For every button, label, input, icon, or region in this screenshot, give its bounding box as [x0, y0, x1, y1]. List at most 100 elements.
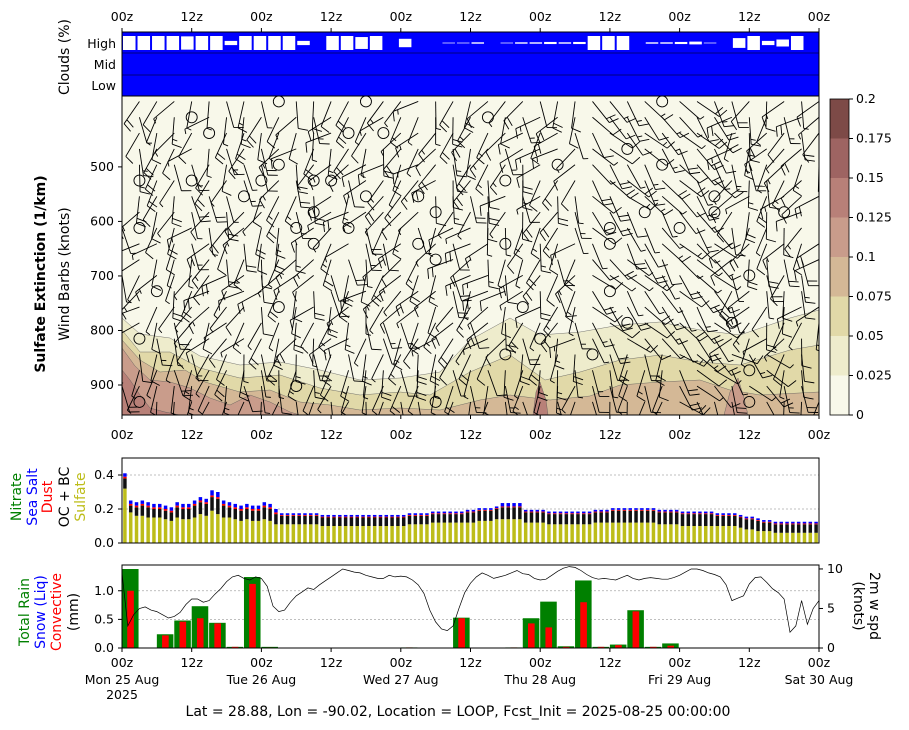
- ocbc-bar: [384, 517, 389, 526]
- wind-barb-flag: [553, 122, 563, 128]
- dust-bar: [448, 513, 452, 515]
- wind-barb-shaft: [626, 291, 639, 317]
- sulfate-bar: [204, 515, 208, 543]
- convective-bar: [562, 646, 570, 648]
- wind-barb-shaft: [257, 275, 280, 294]
- dust-bar: [593, 511, 598, 513]
- wind-barb-flag: [639, 138, 650, 142]
- dust-bar: [204, 502, 208, 504]
- pressure-tick-label: 700: [90, 268, 114, 283]
- wind-barb-shaft: [132, 243, 158, 256]
- wind-barb-shaft: [486, 227, 489, 255]
- dust-bar: [425, 514, 429, 516]
- cloud-gap-cell: [573, 41, 586, 45]
- wind-barb-shaft: [122, 306, 140, 314]
- wind-barb-flag: [311, 128, 315, 134]
- wind-barb-flag: [780, 398, 791, 404]
- dust-bar: [407, 514, 412, 516]
- wind-barb-flag: [750, 138, 756, 141]
- cloud-gap-cell: [558, 42, 572, 44]
- wind-barb-flag: [439, 377, 447, 386]
- seasalt-bar: [372, 514, 377, 517]
- ocbc-bar: [285, 515, 290, 525]
- wind-barb-flag: [748, 161, 753, 172]
- sulfate-bar: [541, 522, 545, 543]
- wind-barb-flag: [347, 192, 350, 198]
- dust-bar: [715, 514, 720, 516]
- dust-bar: [791, 523, 795, 525]
- wind-barb-flag: [636, 120, 642, 122]
- cloud-gap-cell: [500, 42, 514, 44]
- wind-barb-flag: [441, 120, 450, 129]
- convective-bar: [545, 627, 553, 648]
- wind-barb-flag: [267, 315, 277, 323]
- convective-bar: [214, 623, 221, 648]
- wind-barb-flag: [732, 258, 739, 269]
- seasalt-bar: [576, 511, 580, 514]
- wind-barb-flag: [428, 301, 438, 307]
- wind-barb-shaft: [122, 322, 140, 334]
- wind-barb-flag: [111, 395, 119, 401]
- wind-barb-flag: [183, 300, 186, 311]
- convective-bar: [632, 611, 640, 648]
- wind-barb-flag: [292, 292, 297, 302]
- dust-bar: [349, 516, 354, 518]
- wind-barb-flag: [510, 341, 519, 350]
- wind-barb-flag: [165, 379, 171, 384]
- wind-barb-flag: [724, 125, 735, 128]
- sulfate-bar: [640, 522, 644, 543]
- wind-barb-flag: [97, 192, 99, 202]
- wind-barb-flag: [566, 279, 575, 287]
- wind-barb-shaft: [801, 101, 805, 129]
- wind-barb-shaft: [679, 306, 692, 332]
- wind-barb-shaft: [679, 211, 697, 234]
- wind-speed-line: [121, 566, 820, 633]
- seasalt-bar: [355, 514, 359, 517]
- sulfate-bar: [791, 532, 795, 543]
- wind-barb-flag: [107, 346, 114, 353]
- wind-barb-shaft: [463, 338, 489, 351]
- wind-barb-shaft: [574, 370, 579, 398]
- wind-barb-flag: [266, 220, 275, 228]
- wind-barb-flag: [715, 106, 724, 115]
- ocbc-bar: [535, 512, 540, 523]
- wind-barb-shaft: [341, 164, 367, 178]
- sulfate-bar: [262, 519, 267, 543]
- wind-barb-shaft: [655, 401, 663, 415]
- wind-barb-shaft: [411, 338, 436, 352]
- wind-barb-flag: [653, 422, 661, 428]
- wind-barb-flag: [463, 396, 469, 400]
- seasalt-bar: [326, 514, 330, 517]
- wind-barb-shaft: [626, 132, 644, 156]
- wind-barb-flag: [540, 317, 551, 321]
- wind-barb-flag: [728, 136, 739, 141]
- sulfate-bar: [175, 517, 179, 543]
- wind-barb-flag: [568, 332, 574, 337]
- wind-barb-flag: [173, 424, 178, 426]
- wind-barb-flag: [395, 147, 400, 158]
- wind-barb-flag: [515, 317, 518, 329]
- wind-barb-flag: [370, 198, 375, 203]
- mid-time-tick-label: 00z: [668, 427, 691, 442]
- ocbc-bar: [756, 520, 760, 532]
- sulfate-bar: [582, 524, 586, 543]
- dust-bar: [355, 516, 359, 518]
- wind-barb-flag: [362, 172, 364, 178]
- seasalt-bar: [651, 508, 656, 510]
- seasalt-bar: [314, 513, 319, 515]
- wind-barb-flag: [488, 286, 499, 290]
- wind-barb-shaft: [696, 180, 709, 206]
- dust-bar: [558, 513, 563, 515]
- bottom-time-tick-label: 12z: [320, 655, 343, 670]
- ocbc-bar: [483, 510, 487, 521]
- ocbc-bar: [773, 524, 778, 533]
- wind-barb-flag: [195, 187, 203, 196]
- wind-barb-flag: [499, 305, 502, 311]
- dust-bar: [123, 476, 127, 479]
- cloud-gap-cell: [253, 36, 267, 50]
- seasalt-bar: [791, 521, 795, 524]
- cloud-gap-cell: [587, 36, 601, 50]
- wind-barb-flag: [359, 130, 362, 136]
- seasalt-bar: [192, 500, 197, 504]
- ocbc-bar: [413, 515, 418, 525]
